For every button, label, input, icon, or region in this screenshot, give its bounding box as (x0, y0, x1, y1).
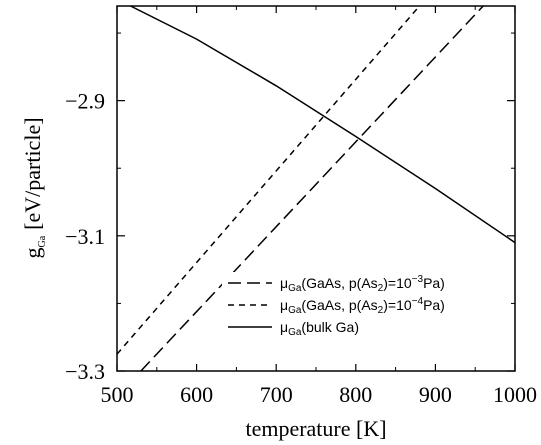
x-tick-label: 900 (419, 382, 452, 407)
x-tick-label: 1000 (493, 382, 537, 407)
y-tick-label: −2.9 (65, 89, 105, 114)
x-tick-label: 700 (260, 382, 293, 407)
y-tick-label: −3.1 (65, 224, 105, 249)
series-line-3 (130, 6, 515, 244)
x-tick-label: 500 (101, 382, 134, 407)
legend-label-1: μGa(GaAs, p(As2)=10−3Pa) (280, 274, 445, 294)
legend-label-2: μGa(GaAs, p(As2)=10−4Pa) (280, 296, 445, 316)
x-axis-label: temperature [K] (245, 416, 386, 441)
legend-box (222, 272, 512, 344)
y-axis-label: gGa[eV/particle] (20, 117, 48, 258)
x-tick-label: 800 (339, 382, 372, 407)
legend-label-3: μGa(bulk Ga) (280, 319, 359, 338)
x-tick-label: 600 (180, 382, 213, 407)
series-line-1 (140, 6, 484, 371)
y-tick-label: −3.3 (65, 359, 105, 384)
